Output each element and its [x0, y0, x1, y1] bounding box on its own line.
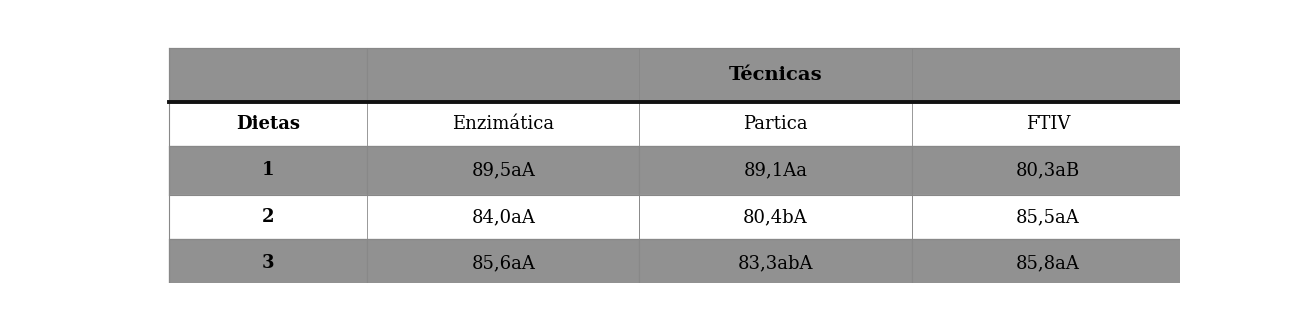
- Bar: [911, 146, 1184, 195]
- Bar: [169, 239, 367, 288]
- Bar: [640, 102, 911, 146]
- Bar: [169, 146, 367, 195]
- Bar: [169, 102, 367, 146]
- Text: 89,1Aa: 89,1Aa: [743, 161, 808, 179]
- Bar: [367, 195, 640, 239]
- Bar: [169, 48, 367, 102]
- Text: 89,5aA: 89,5aA: [471, 161, 535, 179]
- Bar: [640, 239, 911, 288]
- Text: 3: 3: [262, 254, 274, 273]
- Text: FTIV: FTIV: [1025, 115, 1070, 133]
- Text: 85,5aA: 85,5aA: [1016, 208, 1080, 226]
- Text: 80,4bA: 80,4bA: [743, 208, 808, 226]
- Text: 85,8aA: 85,8aA: [1016, 254, 1080, 273]
- Bar: [367, 146, 640, 195]
- Bar: [911, 195, 1184, 239]
- Text: 84,0aA: 84,0aA: [471, 208, 535, 226]
- Bar: [367, 48, 1184, 102]
- Bar: [911, 102, 1184, 146]
- Text: Enzimática: Enzimática: [452, 115, 555, 133]
- Text: Dietas: Dietas: [236, 115, 300, 133]
- Bar: [169, 239, 1184, 288]
- Bar: [911, 239, 1184, 288]
- Bar: [640, 195, 911, 239]
- Bar: [169, 146, 1184, 195]
- Bar: [169, 195, 367, 239]
- Text: Partica: Partica: [743, 115, 808, 133]
- Bar: [367, 102, 640, 146]
- Text: 1: 1: [262, 161, 274, 179]
- Text: 2: 2: [262, 208, 274, 226]
- Text: 80,3aB: 80,3aB: [1016, 161, 1080, 179]
- Bar: [367, 239, 640, 288]
- Text: 83,3abA: 83,3abA: [738, 254, 813, 273]
- Bar: [640, 146, 911, 195]
- Text: Técnicas: Técnicas: [729, 66, 822, 84]
- Text: 85,6aA: 85,6aA: [471, 254, 535, 273]
